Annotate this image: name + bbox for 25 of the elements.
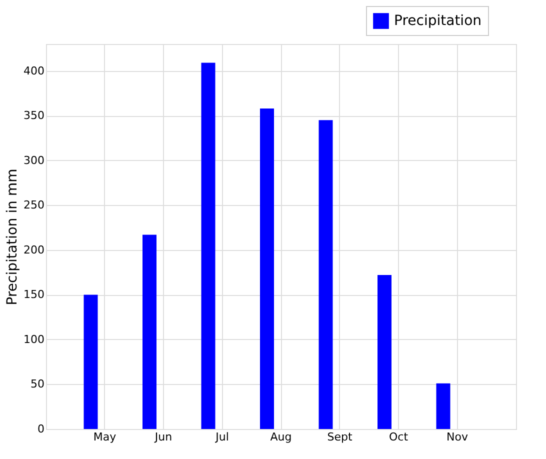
y-tick-label: 250 (24, 198, 44, 212)
x-tick-label: Aug (270, 430, 292, 444)
bar (260, 108, 274, 429)
bar (142, 234, 156, 429)
y-tick-label: 400 (24, 64, 44, 78)
x-tick-label: Jul (214, 430, 229, 444)
y-tick-label: 50 (30, 378, 44, 391)
y-tick-label: 0 (38, 422, 44, 436)
y-tick-label: 300 (24, 154, 44, 167)
bar (84, 294, 98, 429)
bar (378, 275, 392, 429)
bar (201, 62, 216, 429)
x-tick-label: Nov (446, 430, 468, 444)
y-tick-label: 350 (24, 109, 44, 122)
y-tick-label: 150 (24, 288, 44, 302)
x-tick-label: Oct (388, 430, 409, 444)
x-tick-label: May (93, 430, 117, 444)
x-tick-label: Jun (154, 430, 172, 444)
bar (318, 120, 333, 429)
y-tick-label: 200 (24, 243, 44, 256)
bar (436, 383, 450, 429)
x-tick-label: Sept (327, 430, 353, 444)
y-axis-title: Precipitation in mm (4, 168, 21, 306)
y-tick-label: 100 (24, 332, 44, 346)
legend-label: Precipitation (394, 13, 482, 29)
